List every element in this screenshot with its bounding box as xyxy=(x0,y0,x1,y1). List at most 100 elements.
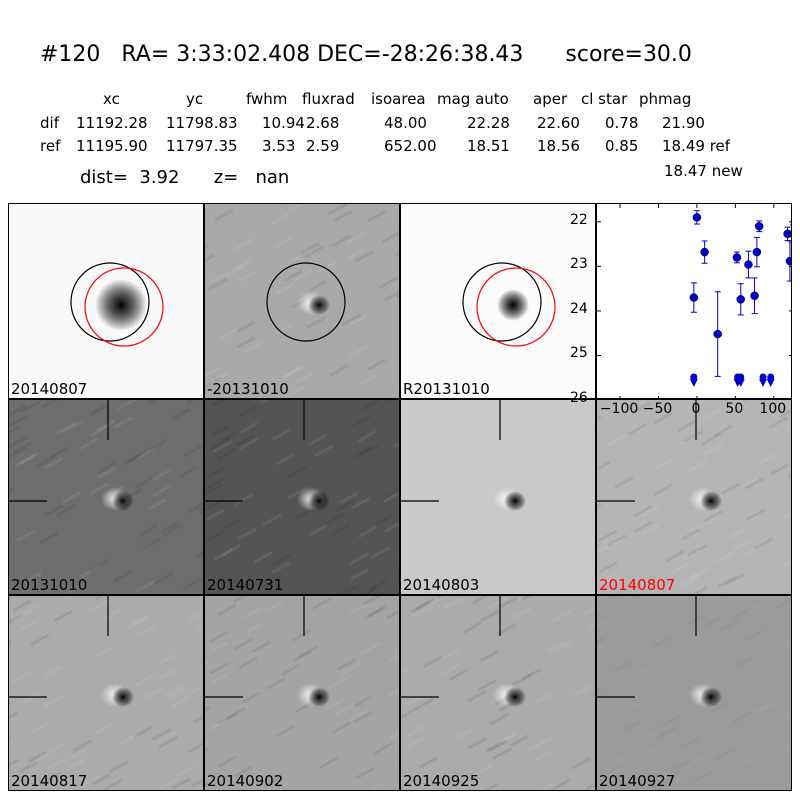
cutout-image xyxy=(205,400,399,594)
panel-date-label: 20140731 xyxy=(207,576,284,594)
noise-streak xyxy=(654,457,675,471)
panel-date-label: 20140807 xyxy=(11,380,88,398)
table-cell: 11195.90 xyxy=(76,137,148,155)
noise-streak xyxy=(361,596,381,607)
noise-streak xyxy=(442,597,462,611)
noise-streak xyxy=(217,755,238,768)
noise-streak xyxy=(387,688,399,697)
noise-streak xyxy=(509,734,530,748)
noise-streak xyxy=(751,673,769,683)
noise-streak xyxy=(662,716,680,726)
noise-streak xyxy=(588,622,595,629)
noise-streak xyxy=(480,609,500,623)
noise-streak xyxy=(640,523,661,537)
source-blob xyxy=(497,289,529,321)
y-tick-label: 22 xyxy=(570,211,588,228)
panel-date-label: 20140817 xyxy=(11,772,88,790)
dipole-dark xyxy=(308,687,330,707)
noise-streak xyxy=(768,416,789,429)
noise-streak xyxy=(689,567,709,581)
noise-streak xyxy=(93,645,114,659)
ref-aperture-circle xyxy=(266,262,346,342)
noise-streak xyxy=(721,620,739,630)
noise-streak xyxy=(243,621,264,635)
dipole-dark xyxy=(504,687,526,707)
noise-streak xyxy=(9,541,12,546)
noise-streak xyxy=(393,442,399,449)
noise-streak xyxy=(318,756,338,770)
noise-streak xyxy=(532,749,552,763)
noise-streak xyxy=(89,559,110,572)
noise-streak xyxy=(271,428,292,441)
noise-streak xyxy=(744,543,764,557)
noise-streak xyxy=(283,269,303,282)
noise-streak xyxy=(217,603,237,617)
noise-streak xyxy=(382,491,399,504)
noise-streak xyxy=(241,691,261,704)
dipole-dark xyxy=(308,491,330,511)
table-cell: 11797.35 xyxy=(166,137,238,155)
noise-streak xyxy=(91,773,111,786)
noise-streak xyxy=(237,405,258,418)
noise-streak xyxy=(448,668,468,682)
noise-streak xyxy=(472,764,493,777)
table-cell: 22.60 xyxy=(537,114,580,132)
noise-streak xyxy=(178,465,198,479)
x-tick-label: 0 xyxy=(691,401,701,417)
noise-streak xyxy=(237,527,257,541)
noise-streak xyxy=(653,483,673,497)
noise-streak xyxy=(131,613,151,627)
x-tick-label: −50 xyxy=(642,401,673,417)
noise-streak xyxy=(597,415,602,421)
noise-streak xyxy=(701,432,722,446)
noise-streak xyxy=(551,778,571,790)
data-point xyxy=(713,329,722,339)
noise-streak xyxy=(23,571,43,584)
noise-streak xyxy=(738,476,758,490)
noise-streak xyxy=(44,504,64,517)
noise-streak xyxy=(659,624,677,634)
noise-streak xyxy=(159,521,180,534)
noise-streak xyxy=(263,775,283,788)
noise-streak xyxy=(370,546,390,560)
column-header: fwhm xyxy=(246,90,288,108)
noise-streak xyxy=(243,341,264,354)
noise-streak xyxy=(736,657,754,667)
noise-streak xyxy=(388,653,399,662)
noise-streak xyxy=(485,739,506,753)
upper-limit-arrow xyxy=(759,378,768,387)
dipole-dark xyxy=(504,491,526,511)
noise-streak xyxy=(126,616,147,630)
noise-streak xyxy=(259,400,269,405)
noise-streak xyxy=(749,617,767,627)
noise-streak xyxy=(280,255,301,269)
cutout-panel: 20140902 xyxy=(204,595,400,791)
noise-streak xyxy=(232,596,248,604)
noise-streak xyxy=(352,445,372,459)
noise-streak xyxy=(210,424,230,438)
noise-streak xyxy=(406,703,426,717)
noise-streak xyxy=(134,674,154,688)
noise-streak xyxy=(788,428,791,434)
noise-streak xyxy=(479,649,499,663)
noise-streak xyxy=(53,609,73,623)
noise-streak xyxy=(677,572,697,586)
noise-streak xyxy=(359,443,380,457)
table-cell: 0.78 xyxy=(605,114,639,132)
new-aperture-circle xyxy=(476,267,556,347)
noise-streak xyxy=(307,279,328,293)
noise-streak xyxy=(511,673,532,687)
noise-streak xyxy=(348,708,369,722)
noise-streak xyxy=(383,522,399,534)
noise-streak xyxy=(440,647,461,661)
noise-streak xyxy=(208,630,229,644)
table-cell: 3.53 xyxy=(262,137,296,155)
noise-streak xyxy=(20,692,41,706)
noise-streak xyxy=(43,695,64,708)
noise-streak xyxy=(142,687,162,701)
noise-streak xyxy=(275,453,295,466)
noise-streak xyxy=(93,722,114,736)
noise-streak xyxy=(162,524,182,538)
cutout-image xyxy=(205,204,399,398)
noise-streak xyxy=(360,642,381,655)
